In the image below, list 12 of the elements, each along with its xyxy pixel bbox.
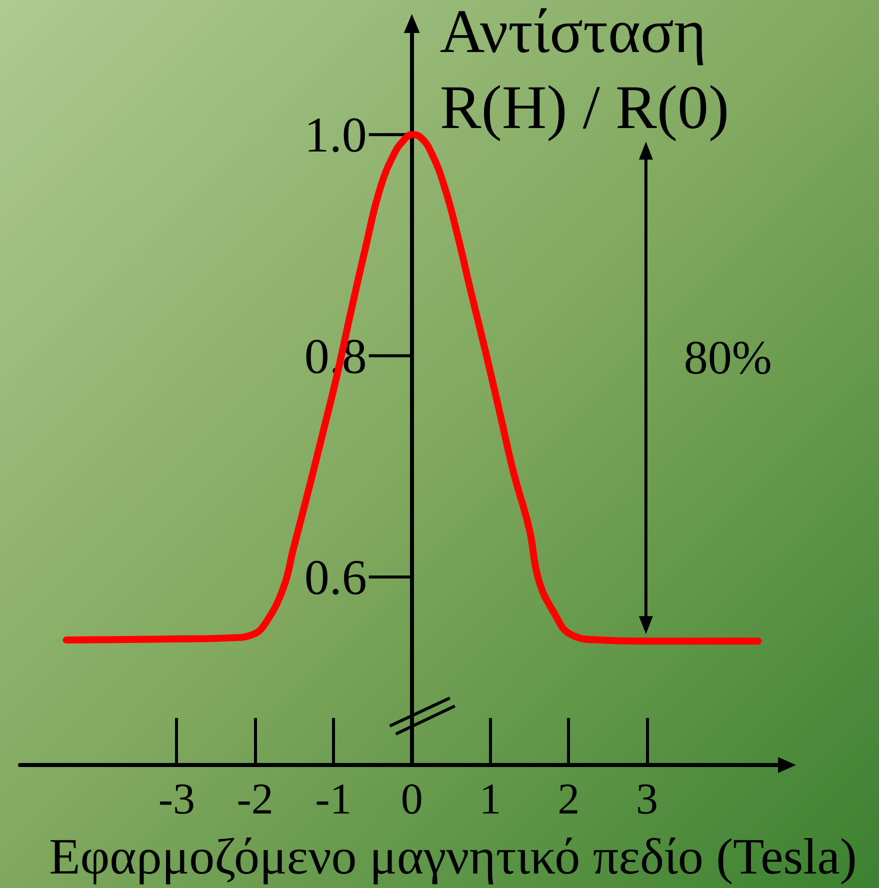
x-tick-label: 1 [479,774,502,824]
x-tick-label: 2 [558,774,580,824]
x-tick-label: -3 [158,774,196,824]
x-tick-label: -1 [315,774,352,824]
annotation: 80% [684,331,772,384]
x-tick-label: 3 [636,774,658,824]
x-tick-label: -2 [236,774,274,824]
y-tick-label: 1.0 [304,106,367,163]
y-tick-label: 0.6 [304,548,367,605]
x-tick-label: 0 [400,774,423,824]
y-axis-title: Αντίσταση R(H) / R(0) [440,0,730,142]
x-axis-title: Εφαρμοζόμενο μαγνητικό πεδίο (Tesla) [49,830,857,886]
